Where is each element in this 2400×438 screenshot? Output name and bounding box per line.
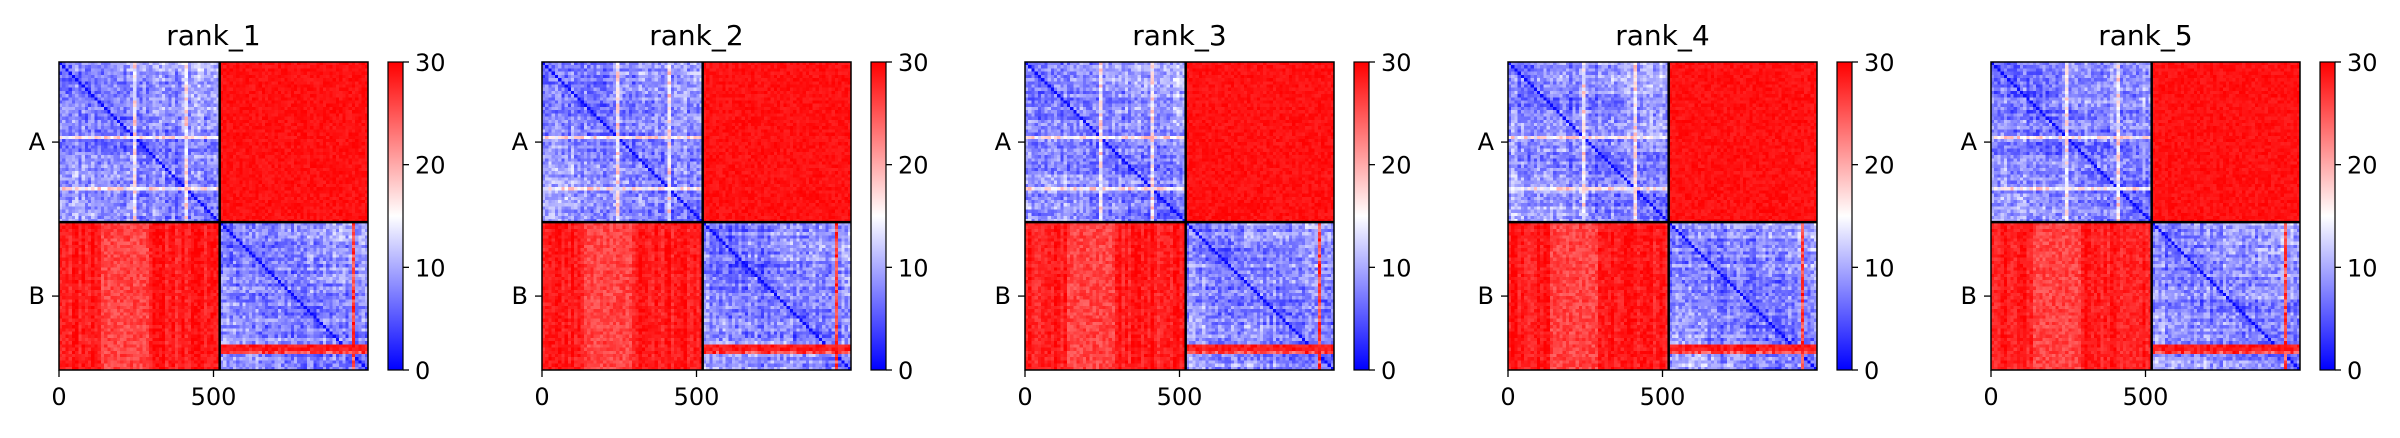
- colorbar-tick-label: 10: [2347, 254, 2378, 282]
- colorbar: [870, 61, 887, 371]
- colorbar-tick-label: 0: [1381, 357, 1396, 385]
- y-tick-label: A: [512, 128, 529, 156]
- y-tick-label: B: [29, 282, 45, 310]
- x-tick-label: 500: [2123, 383, 2169, 411]
- panel-title: rank_2: [649, 19, 743, 52]
- x-tick-label: 0: [1500, 383, 1515, 411]
- heatmap-panel-2: rank_2 0 500 A B 0 10 20 30: [512, 19, 929, 411]
- colorbar-tick-label: 10: [415, 254, 446, 282]
- y-tick-label: A: [995, 128, 1012, 156]
- y-tick-label: B: [512, 282, 528, 310]
- colorbar-tick-label: 30: [2347, 49, 2378, 77]
- panel-title: rank_4: [1615, 19, 1709, 52]
- heatmap-panel-4: rank_4 0 500 A B 0 10 20 30: [1478, 19, 1895, 411]
- colorbar-tick-label: 20: [1864, 152, 1895, 180]
- colorbar-tick-label: 10: [1864, 254, 1895, 282]
- heatmap-panel-5: rank_5 0 500 A B 0 10 20 30: [1961, 19, 2378, 411]
- y-tick-label: B: [995, 282, 1011, 310]
- colorbar: [2319, 61, 2336, 371]
- colorbar-tick-label: 20: [898, 152, 929, 180]
- colorbar-tick-label: 30: [898, 49, 929, 77]
- heatmap-image: [542, 62, 851, 370]
- y-tick-label: B: [1961, 282, 1977, 310]
- colorbar-tick-label: 0: [2347, 357, 2362, 385]
- heatmap-image: [1991, 62, 2300, 370]
- colorbar: [1836, 61, 1853, 371]
- heatmap-image: [1025, 62, 1334, 370]
- colorbar-tick-label: 0: [898, 357, 913, 385]
- heatmap-image: [59, 62, 368, 370]
- panel-title: rank_5: [2098, 19, 2192, 52]
- heatmap-panel-1: rank_1 0 500 A B 0 10 20 30: [29, 19, 446, 411]
- colorbar-tick-label: 0: [1864, 357, 1879, 385]
- colorbar-tick-label: 30: [1381, 49, 1412, 77]
- colorbar-tick-label: 10: [1381, 254, 1412, 282]
- y-tick-label: B: [1478, 282, 1494, 310]
- x-tick-label: 0: [1983, 383, 1998, 411]
- y-tick-label: A: [1961, 128, 1978, 156]
- y-tick-label: A: [1478, 128, 1495, 156]
- colorbar-tick-label: 20: [1381, 152, 1412, 180]
- x-tick-label: 0: [534, 383, 549, 411]
- x-tick-label: 500: [1640, 383, 1686, 411]
- panel-title: rank_1: [166, 19, 260, 52]
- colorbar-tick-label: 0: [415, 357, 430, 385]
- x-tick-label: 0: [1017, 383, 1032, 411]
- colorbar-tick-label: 20: [2347, 152, 2378, 180]
- colorbar-tick-label: 20: [415, 152, 446, 180]
- x-tick-label: 500: [1157, 383, 1203, 411]
- x-tick-label: 0: [51, 383, 66, 411]
- colorbar-tick-label: 10: [898, 254, 929, 282]
- colorbar: [1353, 61, 1370, 371]
- colorbar: [387, 61, 404, 371]
- y-tick-label: A: [29, 128, 46, 156]
- colorbar-tick-label: 30: [1864, 49, 1895, 77]
- x-tick-label: 500: [191, 383, 237, 411]
- x-tick-label: 500: [674, 383, 720, 411]
- panel-title: rank_3: [1132, 19, 1226, 52]
- colorbar-tick-label: 30: [415, 49, 446, 77]
- heatmap-image: [1508, 62, 1817, 370]
- heatmap-panel-3: rank_3 0 500 A B 0 10 20 30: [995, 19, 1412, 411]
